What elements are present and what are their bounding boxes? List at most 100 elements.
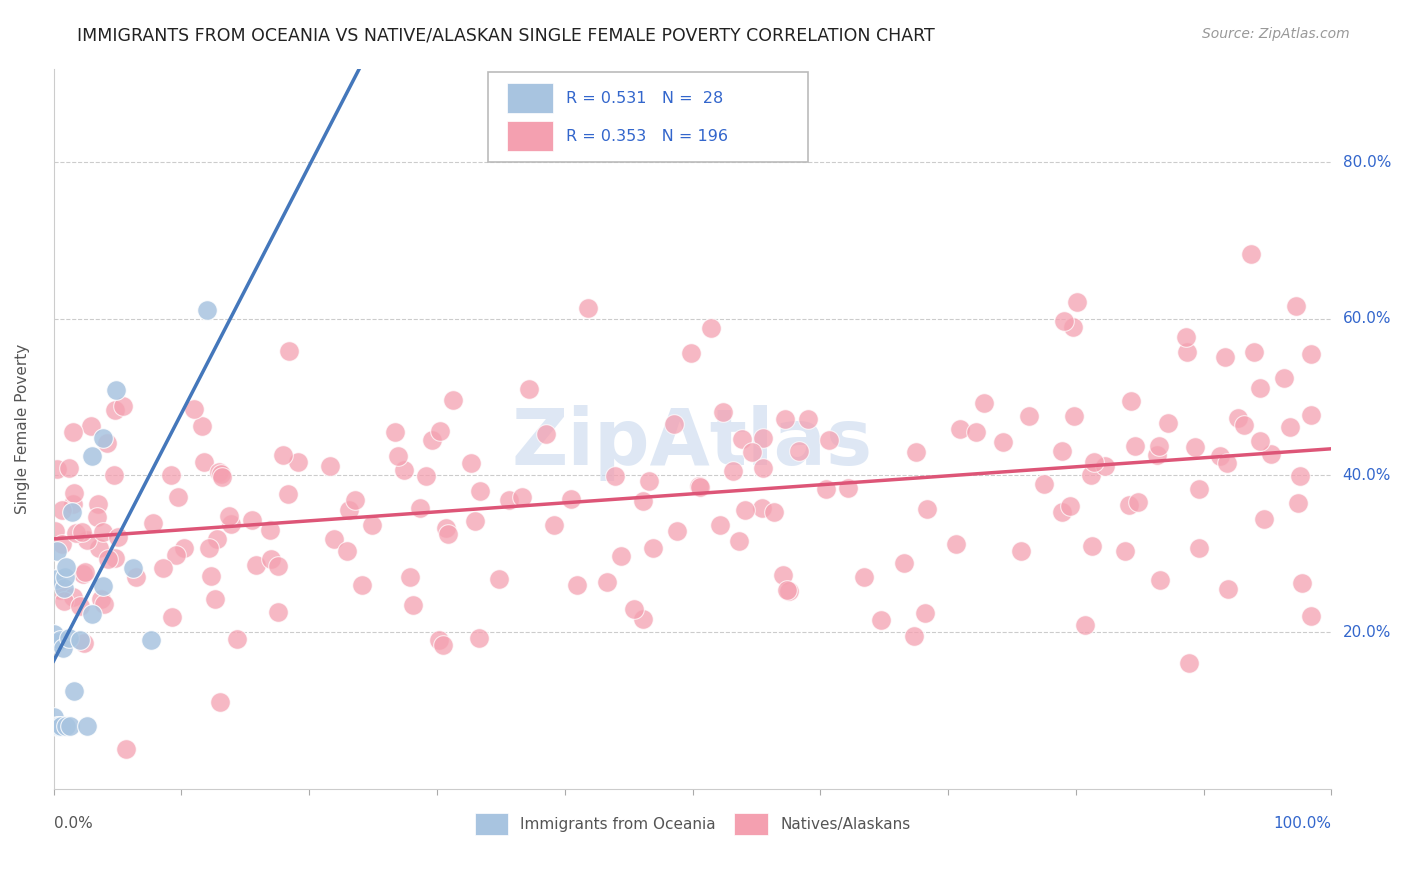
Point: [1080, 467, 1102, 482]
Point: [46, 719, 69, 733]
Legend: Immigrants from Oceania, Natives/Alaskans: Immigrants from Oceania, Natives/Alaskan…: [475, 814, 911, 835]
Point: [1233, 418, 1256, 433]
Point: [319, 459, 342, 474]
Point: [776, 583, 799, 598]
Point: [1301, 347, 1323, 361]
Point: [73, 636, 96, 650]
Point: [973, 396, 995, 410]
Point: [48, 719, 70, 733]
Point: [384, 425, 406, 439]
Point: [949, 422, 972, 436]
Point: [226, 632, 249, 647]
Point: [1279, 420, 1302, 434]
Point: [429, 424, 451, 438]
Point: [662, 417, 685, 431]
Point: [1083, 455, 1105, 469]
Point: [432, 638, 454, 652]
Point: [42, 710, 65, 724]
Point: [1249, 434, 1271, 449]
Point: [271, 448, 294, 462]
Point: [688, 479, 710, 493]
Point: [751, 500, 773, 515]
Text: 100.0%: 100.0%: [1274, 816, 1331, 831]
Point: [1114, 544, 1136, 558]
Point: [91, 525, 114, 540]
Point: [633, 612, 655, 626]
Text: R = 0.531   N =  28: R = 0.531 N = 28: [567, 91, 723, 105]
Point: [778, 583, 800, 598]
Point: [510, 490, 533, 504]
Point: [1050, 505, 1073, 519]
Point: [1175, 344, 1198, 359]
Point: [62, 425, 84, 439]
Point: [80, 449, 103, 463]
Point: [1073, 618, 1095, 632]
Point: [62, 590, 84, 604]
Point: [914, 606, 936, 620]
Point: [1240, 247, 1263, 261]
Point: [45, 572, 67, 586]
Point: [460, 456, 482, 470]
Point: [1018, 409, 1040, 423]
Point: [337, 503, 360, 517]
Point: [63, 485, 86, 500]
Point: [1188, 482, 1211, 496]
Point: [86, 510, 108, 524]
Text: IMMIGRANTS FROM OCEANIA VS NATIVE/ALASKAN SINGLE FEMALE POVERTY CORRELATION CHAR: IMMIGRANTS FROM OCEANIA VS NATIVE/ALASKA…: [77, 27, 935, 45]
Point: [287, 455, 309, 469]
Point: [1289, 468, 1312, 483]
Point: [398, 569, 420, 583]
Point: [160, 467, 183, 482]
Point: [633, 493, 655, 508]
Point: [198, 541, 221, 555]
Point: [1285, 299, 1308, 313]
Point: [1033, 477, 1056, 491]
Text: 80.0%: 80.0%: [1343, 155, 1391, 170]
Point: [1243, 344, 1265, 359]
Point: [45, 544, 67, 558]
Point: [789, 444, 811, 458]
Point: [534, 426, 557, 441]
Point: [350, 578, 373, 592]
Point: [62, 684, 84, 698]
Text: ZipAtlas: ZipAtlas: [512, 405, 873, 481]
Point: [1053, 314, 1076, 328]
Point: [752, 431, 775, 445]
Point: [208, 695, 231, 709]
Point: [689, 480, 711, 494]
Point: [903, 629, 925, 643]
Point: [603, 468, 626, 483]
Point: [1121, 394, 1143, 409]
Point: [49, 633, 72, 648]
Point: [853, 570, 876, 584]
Point: [141, 632, 163, 647]
Point: [183, 402, 205, 417]
Point: [46, 635, 69, 649]
Point: [360, 518, 382, 533]
Point: [772, 567, 794, 582]
Point: [711, 405, 734, 419]
Point: [773, 412, 796, 426]
Point: [267, 558, 290, 573]
Point: [609, 549, 631, 563]
Point: [488, 572, 510, 586]
Point: [245, 558, 267, 572]
Point: [1146, 448, 1168, 462]
Point: [731, 433, 754, 447]
Point: [91, 431, 114, 445]
Point: [387, 449, 409, 463]
Point: [1188, 541, 1211, 555]
Point: [468, 484, 491, 499]
Point: [93, 597, 115, 611]
FancyBboxPatch shape: [508, 83, 553, 113]
Point: [105, 383, 128, 397]
Point: [44, 524, 66, 539]
Point: [1156, 417, 1178, 431]
Point: [728, 534, 751, 549]
Point: [699, 321, 721, 335]
Point: [260, 551, 283, 566]
Point: [723, 464, 745, 478]
Point: [76, 719, 98, 733]
Point: [55, 719, 77, 733]
Point: [437, 527, 460, 541]
